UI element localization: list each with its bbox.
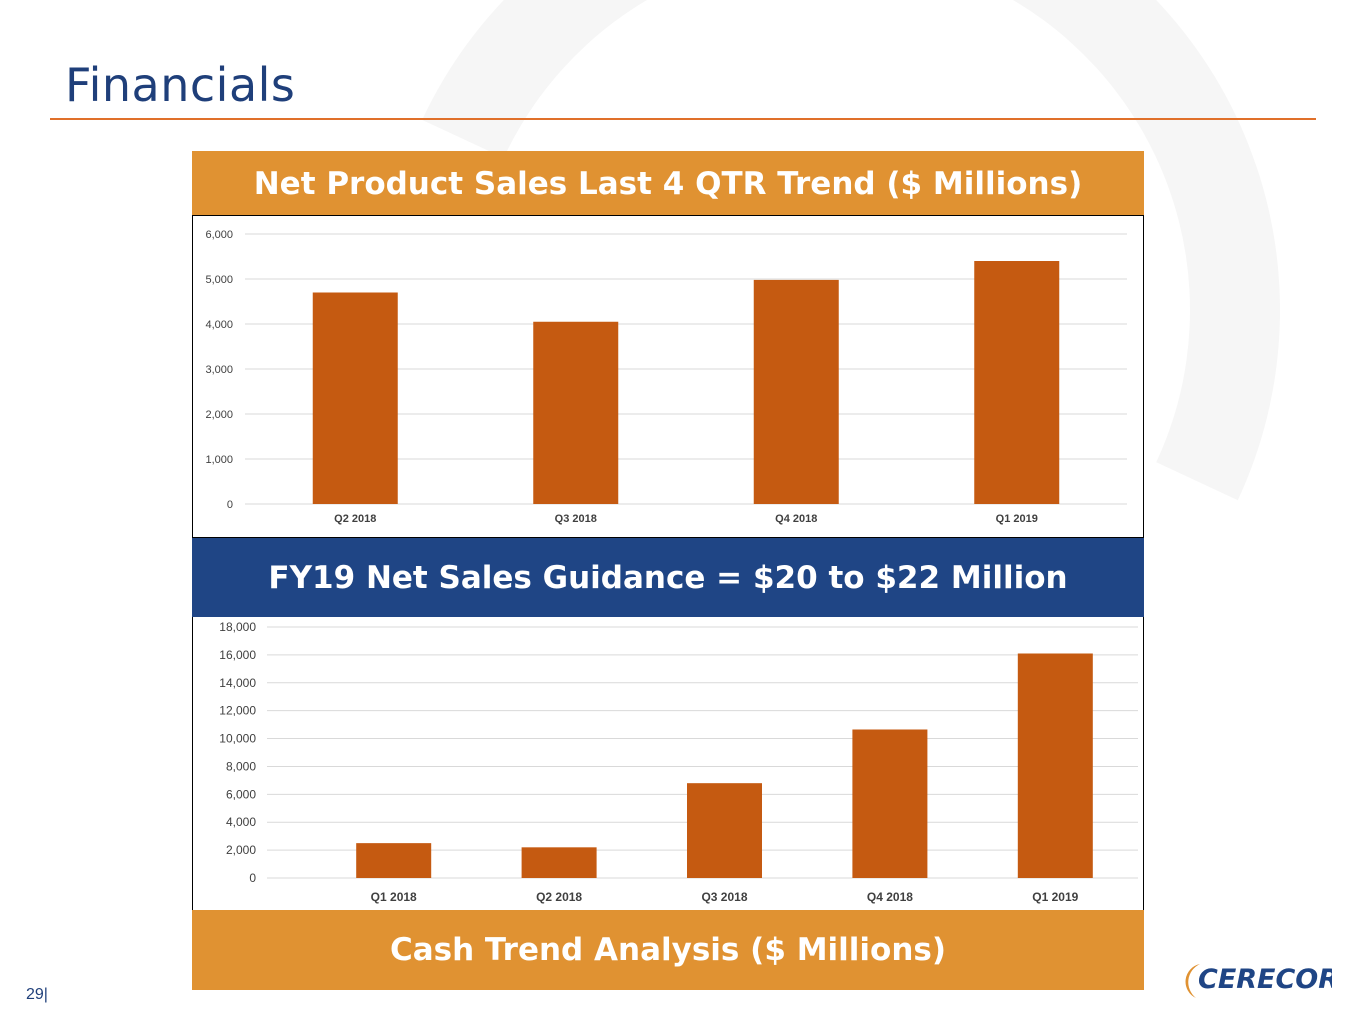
bar-q3-2018 xyxy=(533,321,619,504)
y-tick-label: 16,000 xyxy=(219,648,256,662)
x-category-label: Q2 2018 xyxy=(334,513,376,525)
y-tick-label: 8,000 xyxy=(226,759,256,773)
x-category-label: Q1 2019 xyxy=(1032,890,1078,904)
y-tick-label: 4,000 xyxy=(226,815,256,829)
net-sales-chart: 0 1,000 2,000 3,000 4,000 5,000 6,000 Q2 2018 Q3… xyxy=(192,215,1144,538)
y-tick-label: 12,000 xyxy=(219,704,256,718)
page-title: Financials xyxy=(65,58,296,112)
x-category-label: Q2 2018 xyxy=(536,890,582,904)
x-category-label: Q1 2018 xyxy=(371,890,417,904)
bar-q1-2018 xyxy=(356,843,432,878)
logo-wordmark: CERECOR xyxy=(1198,964,1332,995)
cash-trend-chart: 0 2,000 4,000 6,000 8,000 10,000 12,000 14,000 1… xyxy=(192,617,1144,911)
cerecor-logo: CERECOR xyxy=(1172,948,1339,1010)
y-tick-label: 10,000 xyxy=(219,732,256,746)
bar-q1-2019 xyxy=(974,261,1060,504)
title-divider xyxy=(50,118,1316,120)
x-category-label: Q3 2018 xyxy=(701,890,747,904)
guidance-band: FY19 Net Sales Guidance = $20 to $22 Mil… xyxy=(192,538,1144,617)
bar-q1-2019 xyxy=(1017,653,1093,878)
bar-q2-2018 xyxy=(521,847,597,878)
y-tick-label: 3,000 xyxy=(205,364,233,376)
y-tick-label: 4,000 xyxy=(205,319,233,331)
bar-q2-2018 xyxy=(312,292,398,504)
y-tick-label: 2,000 xyxy=(205,409,233,421)
bar-q3-2018 xyxy=(687,783,762,878)
cash-trend-footer-band: Cash Trend Analysis ($ Millions) xyxy=(192,910,1144,990)
y-tick-label: 0 xyxy=(249,871,256,885)
y-tick-label: 0 xyxy=(227,499,233,511)
bar-q4-2018 xyxy=(753,279,839,504)
net-sales-chart-svg: 0 1,000 2,000 3,000 4,000 5,000 6,000 Q2 2018 Q3… xyxy=(205,229,1127,525)
y-tick-label: 18,000 xyxy=(219,620,256,634)
x-category-label: Q4 2018 xyxy=(867,890,913,904)
x-category-label: Q3 2018 xyxy=(555,513,597,525)
y-tick-label: 1,000 xyxy=(205,454,233,466)
x-category-label: Q1 2019 xyxy=(996,513,1038,525)
x-category-label: Q4 2018 xyxy=(775,513,817,525)
y-tick-label: 5,000 xyxy=(205,274,233,286)
y-tick-label: 2,000 xyxy=(226,843,256,857)
y-tick-label: 14,000 xyxy=(219,676,256,690)
y-tick-label: 6,000 xyxy=(226,787,256,801)
net-sales-header-band: Net Product Sales Last 4 QTR Trend ($ Mi… xyxy=(192,151,1144,216)
page-number: 29| xyxy=(26,986,48,1003)
cash-trend-chart-svg: 0 2,000 4,000 6,000 8,000 10,000 12,000 14,000 1… xyxy=(219,620,1138,904)
bar-q4-2018 xyxy=(852,729,928,878)
y-tick-label: 6,000 xyxy=(205,229,233,241)
